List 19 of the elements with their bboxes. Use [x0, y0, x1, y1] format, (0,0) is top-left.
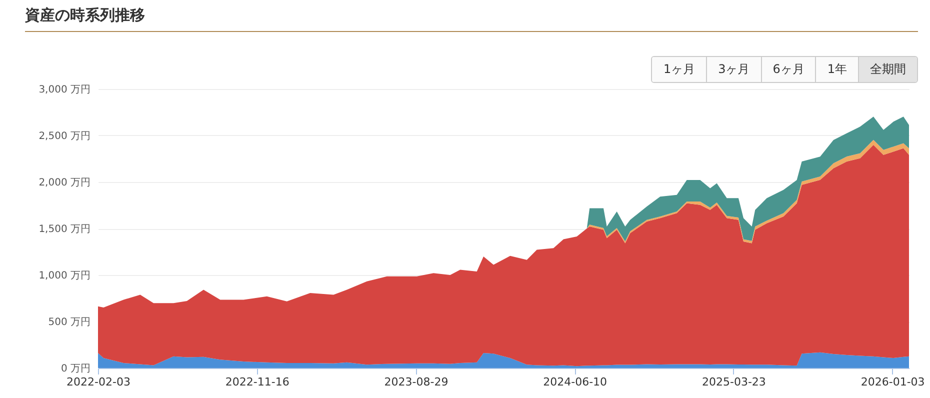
y-tick-label: 2,500 万円: [38, 131, 90, 142]
x-tick-label: 2022-11-16: [225, 376, 290, 388]
chart-title: 資産の時系列推移: [25, 6, 918, 32]
text: 6ヶ月: [760, 57, 816, 82]
x-tick-label: 2023-08-29: [384, 376, 448, 388]
x-tick-label: 2024-06-10: [543, 376, 608, 388]
x-tick-label: 2025-03-23: [702, 376, 766, 388]
text: 1ヶ月: [652, 57, 706, 82]
text: 全期間: [858, 57, 917, 82]
y-tick-label: 0 万円: [60, 364, 90, 374]
x-tick-label: 2026-01-03: [860, 376, 925, 388]
y-tick-label: 2,000 万円: [38, 178, 90, 188]
y-tick-label: 500 万円: [48, 317, 90, 328]
x-tick-label: 2022-02-03: [66, 376, 130, 388]
y-tick-label: 3,000 万円: [38, 84, 90, 96]
y-tick-label: 1,500 万円: [38, 224, 90, 235]
text: 3ヶ月: [706, 57, 761, 82]
y-tick-label: 1,000 万円: [38, 270, 90, 282]
text: 1年: [815, 57, 858, 82]
